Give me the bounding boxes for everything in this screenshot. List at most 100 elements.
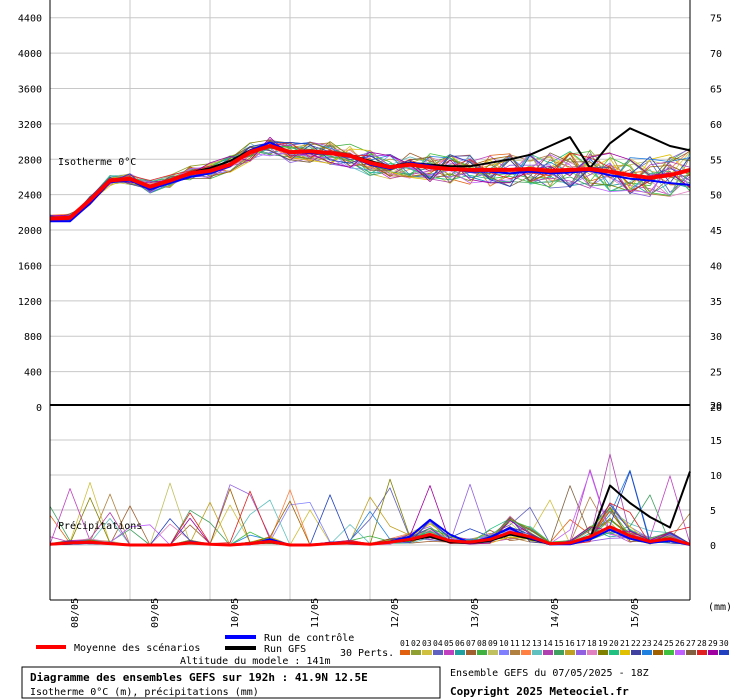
pert-number-label: 03 xyxy=(422,639,432,648)
pert-swatch xyxy=(697,650,707,655)
pert-swatch xyxy=(609,650,619,655)
pert-swatch xyxy=(543,650,553,655)
pert-swatch xyxy=(675,650,685,655)
pert-swatch xyxy=(433,650,443,655)
pert-number-label: 10 xyxy=(499,639,509,648)
pert-number-label: 19 xyxy=(598,639,608,648)
y-tick-label: 2800 xyxy=(18,155,42,166)
precip-tick-label: 10 xyxy=(710,471,722,482)
pert-swatch xyxy=(587,650,597,655)
legend-perts-label: 30 Perts. xyxy=(340,648,394,659)
x-tick-label: 09/05 xyxy=(150,598,161,628)
y-tick-label: 0 xyxy=(36,403,42,414)
pert-number-label: 27 xyxy=(686,639,696,648)
precip-title: Précipitations xyxy=(58,520,142,532)
pert-swatch xyxy=(664,650,674,655)
y-tick-label: 2000 xyxy=(18,226,42,237)
y-right-tick-label: 65 xyxy=(710,84,722,95)
y-tick-label: 2400 xyxy=(18,191,42,202)
pert-number-label: 08 xyxy=(477,639,487,648)
x-tick-label: 12/05 xyxy=(390,598,401,628)
pert-swatch xyxy=(466,650,476,655)
pert-swatch xyxy=(521,650,531,655)
pert-number-label: 11 xyxy=(510,639,520,648)
pert-number-label: 30 xyxy=(719,639,729,648)
pert-number-label: 18 xyxy=(587,639,597,648)
pert-number-label: 25 xyxy=(664,639,674,648)
y-tick-label: 1600 xyxy=(18,261,42,272)
pert-number-label: 15 xyxy=(554,639,564,648)
pert-swatch xyxy=(488,650,498,655)
pert-swatch xyxy=(554,650,564,655)
pert-isotherm-line xyxy=(49,136,691,217)
y-tick-label: 4400 xyxy=(18,14,42,25)
x-tick-label: 13/05 xyxy=(470,598,481,628)
x-tick-label: 08/05 xyxy=(70,598,81,628)
y-tick-label: 3200 xyxy=(18,120,42,131)
pert-legend: 01 02 03 04 05 06 07 08 09 10 11 12 13 14 15 16 17 18 19 20… xyxy=(400,639,729,655)
pert-number-label: 21 xyxy=(620,639,630,648)
pert-number-label: 22 xyxy=(631,639,641,648)
pert-isotherm-line xyxy=(49,144,691,222)
pert-number-label: 24 xyxy=(653,639,663,648)
pert-swatch xyxy=(642,650,652,655)
isotherm-grid xyxy=(50,0,691,405)
y-tick-label: 1200 xyxy=(18,297,42,308)
y-right-tick-label: 45 xyxy=(710,226,722,237)
pert-number-label: 01 xyxy=(400,639,410,648)
y-right-tick-label: 30 xyxy=(710,332,722,343)
x-tick-label: 14/05 xyxy=(550,598,561,628)
pert-number-label: 12 xyxy=(521,639,531,648)
isotherm-series xyxy=(49,127,691,223)
legend-gfs-label: Run GFS xyxy=(264,644,306,655)
y-right-tick-label: 75 xyxy=(710,14,722,25)
pert-swatch xyxy=(576,650,586,655)
axes: 4400400036003200280024002000160012008004… xyxy=(18,0,722,628)
pert-swatch xyxy=(532,650,542,655)
precip-unit: (mm) xyxy=(708,602,732,613)
run-label: Ensemble GEFS du 07/05/2025 - 18Z xyxy=(450,668,649,679)
pert-number-label: 06 xyxy=(455,639,465,648)
precip-tick-label: 0 xyxy=(710,541,716,552)
mean-isotherm-line xyxy=(49,144,691,221)
precip-tick-label: 20 xyxy=(710,401,722,412)
pert-swatch xyxy=(400,650,410,655)
copyright-label: Copyright 2025 Meteociel.fr xyxy=(450,685,629,698)
isotherm-title: Isotherme 0°C xyxy=(58,157,136,168)
legend-control-label: Run de contrôle xyxy=(264,632,354,644)
y-right-tick-label: 25 xyxy=(710,368,722,379)
pert-swatch xyxy=(565,650,575,655)
pert-number-label: 23 xyxy=(642,639,652,648)
y-right-tick-label: 20 xyxy=(710,403,722,414)
x-tick-label: 10/05 xyxy=(230,598,241,628)
footer-box xyxy=(21,666,441,699)
mean-precip-line xyxy=(49,525,691,547)
pert-swatch xyxy=(411,650,421,655)
pert-swatch xyxy=(708,650,718,655)
pert-swatch xyxy=(719,650,729,655)
y-right-tick-label: 55 xyxy=(710,155,722,166)
precip-grid xyxy=(50,404,691,600)
pert-swatch xyxy=(598,650,608,655)
pert-number-label: 13 xyxy=(532,639,542,648)
pert-number-label: 20 xyxy=(609,639,619,648)
pert-swatch xyxy=(686,650,696,655)
pert-number-label: 29 xyxy=(708,639,718,648)
pert-number-label: 16 xyxy=(565,639,575,648)
x-tick-label: 15/05 xyxy=(630,598,641,628)
precip-tick-label: 5 xyxy=(710,506,716,517)
pert-swatch xyxy=(510,650,520,655)
y-tick-label: 3600 xyxy=(18,84,42,95)
pert-swatch xyxy=(631,650,641,655)
pert-swatch xyxy=(620,650,630,655)
y-tick-label: 4000 xyxy=(18,49,42,60)
pert-number-label: 07 xyxy=(466,639,476,648)
y-tick-label: 800 xyxy=(24,332,42,343)
altitude-label: Altitude du modele : 141m xyxy=(180,656,331,667)
pert-number-label: 17 xyxy=(576,639,586,648)
pert-swatch xyxy=(499,650,509,655)
pert-number-label: 04 xyxy=(433,639,443,648)
pert-number-label: 05 xyxy=(444,639,454,648)
precip-tick-label: 15 xyxy=(710,436,722,447)
footer-subtitle: Isotherme 0°C (m), précipitations (mm) xyxy=(30,686,259,698)
